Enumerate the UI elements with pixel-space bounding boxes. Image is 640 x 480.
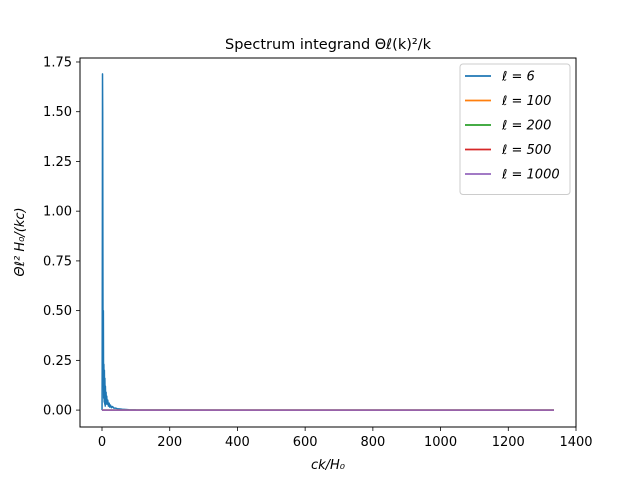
y-tick-label: 0.50 [43,304,72,319]
x-tick-label: 600 [293,435,318,450]
x-tick-label: 400 [225,435,250,450]
x-tick-label: 0 [98,435,106,450]
y-tick-label: 1.25 [43,155,72,170]
x-tick-label: 1400 [559,435,592,450]
x-axis-title: ck/H₀ [311,458,346,473]
y-tick-label: 1.75 [43,55,72,70]
legend: ℓ = 6 ℓ = 100 ℓ = 200 ℓ = 500 ℓ = 1000 [459,63,571,195]
chart-title: Spectrum integrand Θℓ(k)²/k [225,37,432,53]
x-tick-label: 800 [360,435,385,450]
y-tick-label: 0.75 [43,254,72,269]
legend-label: ℓ = 100 [501,94,551,109]
y-tick-label: 0.00 [43,404,72,419]
legend-label: ℓ = 200 [501,119,551,134]
legend-label: ℓ = 1000 [501,168,560,183]
legend-label: ℓ = 6 [501,70,535,85]
y-tick-label: 0.25 [43,354,72,369]
plot-series-group [101,73,554,411]
x-axis: 0 200 400 600 800 1000 1200 1400 [98,427,593,450]
y-axis: 0.00 0.25 0.50 0.75 1.00 1.25 1.50 1.75 [43,55,80,419]
legend-label: ℓ = 500 [501,143,551,158]
y-tick-label: 1.00 [43,205,72,220]
y-tick-label: 1.50 [43,105,72,120]
x-tick-label: 200 [157,435,182,450]
plot-area [79,57,577,428]
x-tick-label: 1000 [424,435,457,450]
y-axis-title: Θℓ² H₀/(kc) [13,207,28,276]
x-tick-label: 1200 [492,435,525,450]
legend-frame [459,63,571,195]
